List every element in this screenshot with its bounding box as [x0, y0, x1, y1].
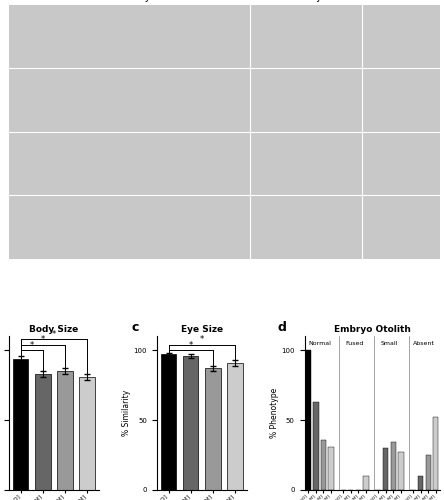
- Bar: [313, 402, 318, 490]
- Bar: [383, 448, 388, 490]
- Text: Eye: Eye: [310, 0, 328, 2]
- Bar: [398, 452, 404, 490]
- Bar: [305, 350, 311, 490]
- Bar: [13, 358, 28, 490]
- Text: *: *: [30, 341, 34, 350]
- Text: Normal: Normal: [308, 341, 331, 346]
- Bar: [79, 376, 95, 490]
- Text: Small: Small: [381, 341, 398, 346]
- Title: Embryo Otolith: Embryo Otolith: [333, 325, 410, 334]
- Text: Otolith: Otolith: [385, 0, 417, 2]
- Y-axis label: % Similarity: % Similarity: [122, 390, 131, 436]
- Text: c: c: [131, 321, 139, 334]
- Text: *: *: [52, 330, 56, 338]
- Bar: [363, 476, 369, 490]
- Text: Body: Body: [126, 0, 151, 2]
- Text: Absent: Absent: [413, 341, 435, 346]
- Bar: [57, 371, 73, 490]
- Title: Eye Size: Eye Size: [181, 325, 223, 334]
- Y-axis label: % Phenotype: % Phenotype: [270, 388, 278, 438]
- Bar: [183, 356, 198, 490]
- Text: *: *: [200, 335, 204, 344]
- Bar: [321, 440, 326, 490]
- Text: d: d: [278, 321, 286, 334]
- Bar: [391, 442, 396, 490]
- Bar: [329, 446, 334, 490]
- Bar: [418, 476, 423, 490]
- Text: Fused: Fused: [345, 341, 364, 346]
- Title: Body Size: Body Size: [29, 325, 79, 334]
- Bar: [161, 354, 176, 490]
- Text: *: *: [189, 341, 193, 350]
- Bar: [433, 418, 438, 490]
- Bar: [227, 363, 242, 490]
- Text: *: *: [41, 335, 45, 344]
- Bar: [205, 368, 221, 490]
- Bar: [425, 455, 431, 490]
- Bar: [35, 374, 51, 490]
